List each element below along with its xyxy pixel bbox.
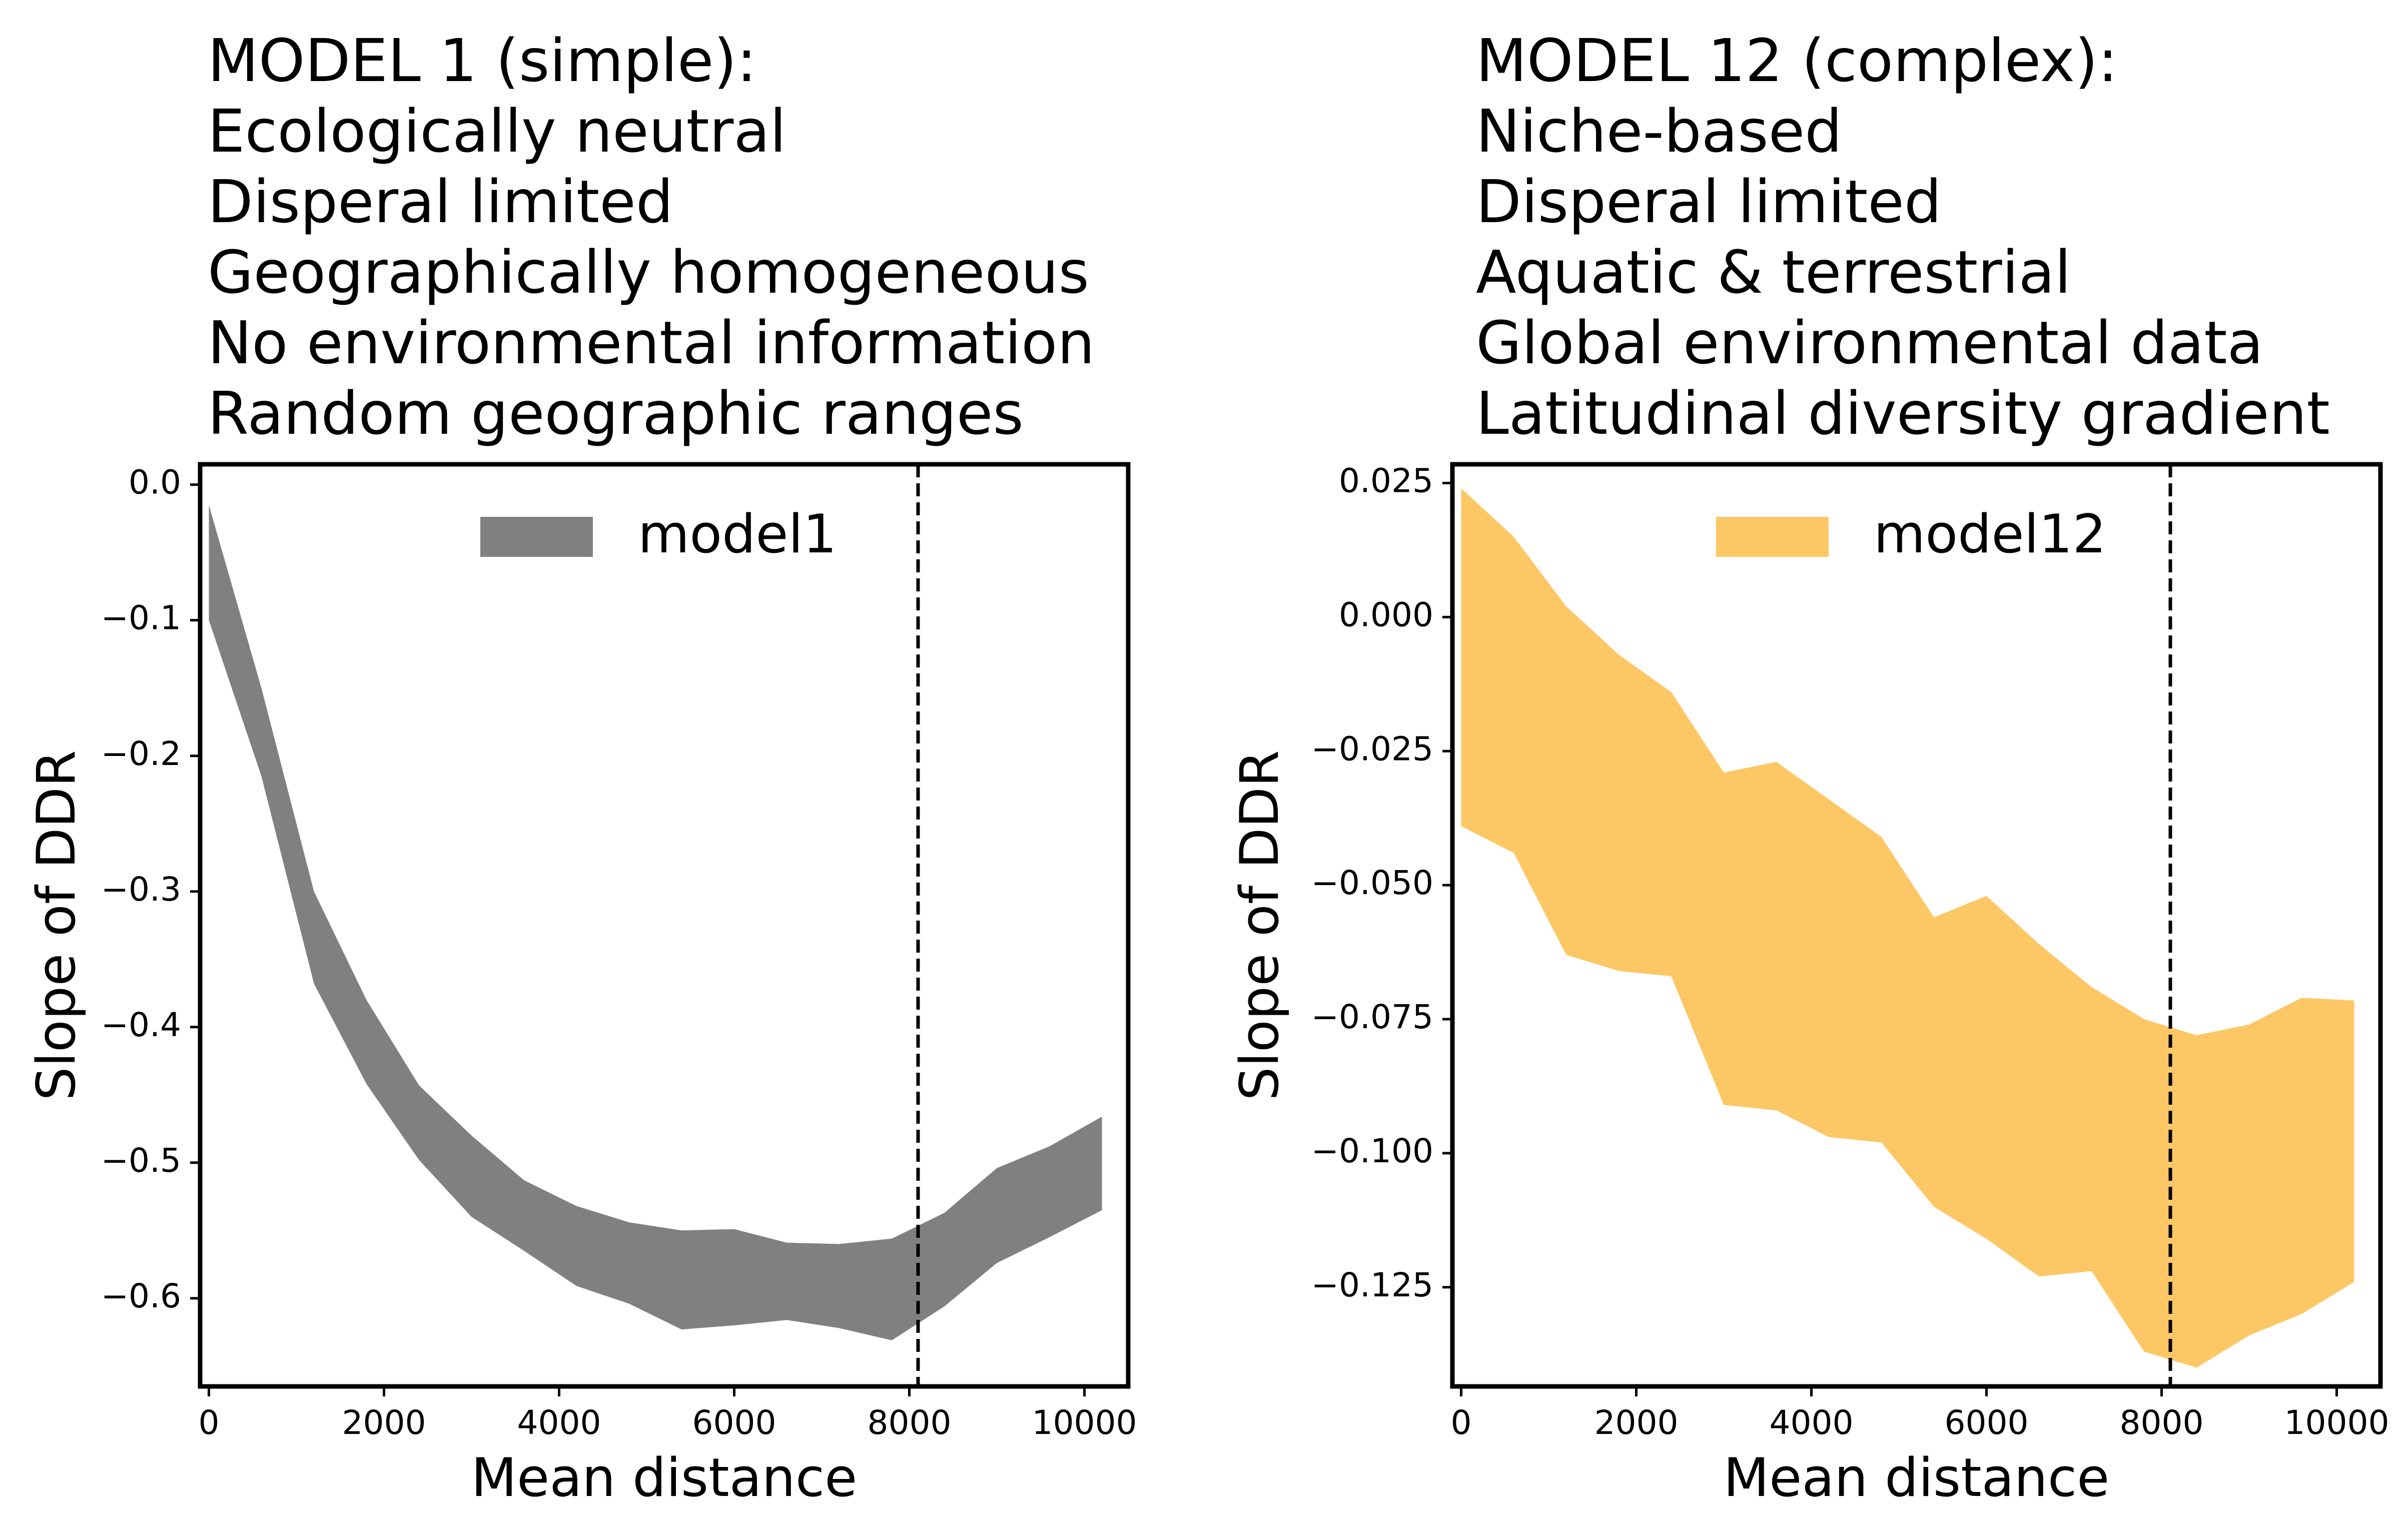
y-tick-label: 0.0 [129,463,181,502]
x-axis-label: Mean distance [471,1447,858,1508]
plot-frame [198,462,1131,1389]
chart-title-line: Random geographic ranges [208,379,1024,448]
legend-label: model1 [638,503,837,565]
chart-title-line: Latitudinal diversity gradient [1476,379,2330,448]
x-tick-label: 8000 [868,1403,952,1442]
y-tick-label: −0.3 [101,870,181,909]
chart-title-line: No environmental information [208,308,1095,377]
chart-panel-1: MODEL 1 (simple):Ecologically neutralDis… [26,26,1137,1508]
y-tick-label: 0.025 [1339,462,1433,500]
legend-swatch [480,517,593,557]
x-tick-label: 2000 [1594,1403,1679,1442]
x-tick-label: 10000 [2284,1403,2389,1442]
y-tick-label: −0.125 [1311,1266,1433,1304]
legend-label: model12 [1874,503,2106,565]
chart-title-line: Geographically homogeneous [208,238,1089,307]
y-tick-label: −0.100 [1311,1132,1433,1170]
y-tick-label: −0.1 [101,599,181,637]
chart-title-line: Ecologically neutral [208,97,786,166]
x-tick-label: 8000 [2120,1403,2204,1442]
x-tick-label: 6000 [1945,1403,2029,1442]
x-tick-label: 0 [199,1403,220,1442]
series-band-model12 [1461,488,2354,1368]
y-tick-label: −0.5 [101,1141,181,1180]
y-tick-label: −0.4 [101,1006,181,1044]
chart-title-line: MODEL 1 (simple): [208,26,756,95]
y-tick-label: 0.000 [1339,595,1433,634]
plot-frame [1450,462,2383,1389]
y-tick-label: −0.025 [1311,729,1433,768]
chart-title-line: MODEL 12 (complex): [1476,26,2118,95]
x-tick-label: 2000 [342,1403,426,1442]
chart-title-line: Aquatic & terrestrial [1476,238,2071,307]
y-tick-label: −0.075 [1311,998,1433,1036]
x-tick-label: 6000 [692,1403,776,1442]
x-tick-label: 4000 [1770,1403,1854,1442]
chart-title-line: Niche-based [1476,97,1842,166]
x-axis-label: Mean distance [1724,1447,2110,1508]
legend-swatch [1716,517,1829,557]
x-tick-label: 0 [1451,1403,1472,1442]
x-tick-label: 4000 [517,1403,601,1442]
y-axis-label: Slope of DDR [1229,750,1290,1101]
y-tick-label: −0.2 [101,734,181,773]
series-band-model1 [209,505,1102,1340]
y-axis-label: Slope of DDR [26,750,87,1101]
chart-title-line: Global environmental data [1476,308,2263,377]
y-tick-label: −0.6 [101,1277,181,1315]
chart-title-line: Disperal limited [208,167,673,236]
y-tick-label: −0.050 [1311,864,1433,902]
x-tick-label: 10000 [1032,1403,1137,1442]
chart-title-line: Disperal limited [1476,167,1942,236]
